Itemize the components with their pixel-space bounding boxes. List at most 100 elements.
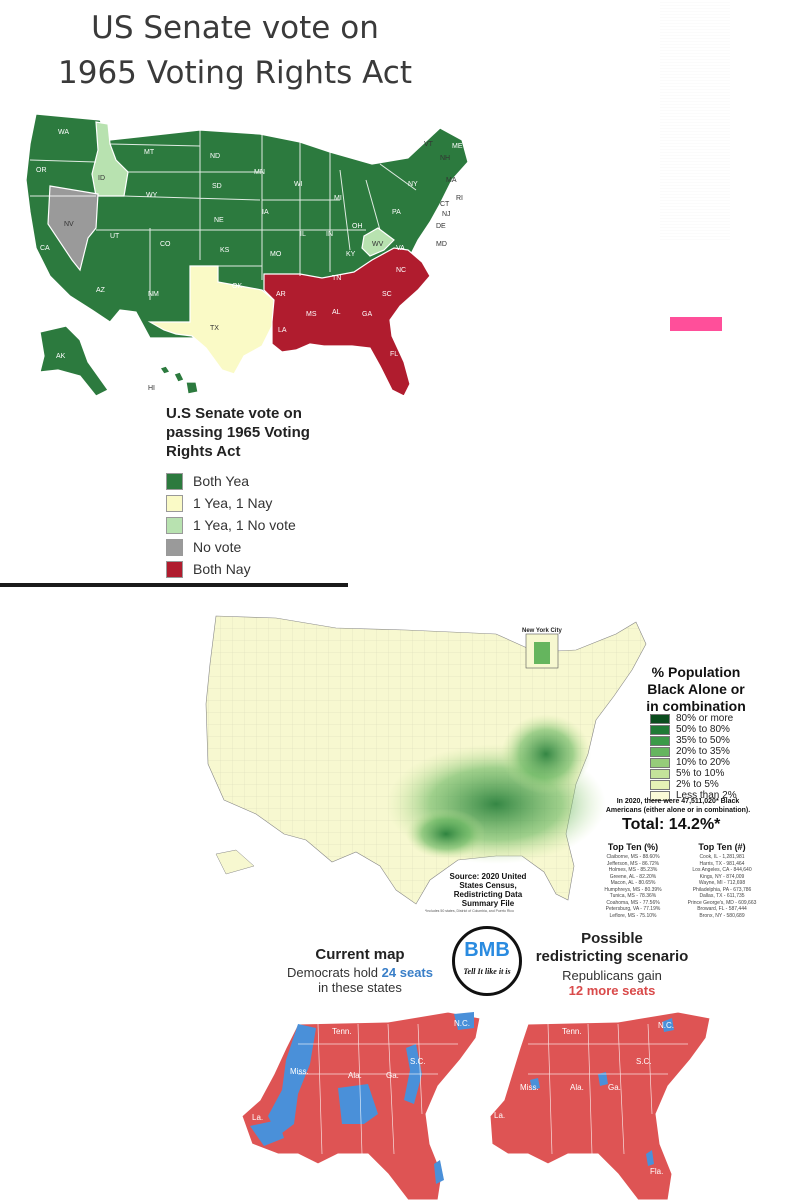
district-lines [298, 1023, 458, 1155]
top-ten-number: Top Ten (#) Cook, IL - 1,281,981 Harris, … [682, 842, 762, 919]
population-note: In 2020, there were 47,511,020* Black Am… [605, 798, 751, 814]
legend-label: Both Nay [193, 561, 251, 577]
state-label: GA [362, 311, 372, 318]
state-label: OH [352, 223, 363, 230]
state-label: OK [232, 283, 242, 290]
scenario-districts-map: Tenn. N.C. S.C. Miss. Ala. Ga. La. Fla. [489, 1011, 711, 1200]
legend-swatch [650, 713, 670, 724]
legend-label: 1 Yea, 1 Nay [193, 495, 273, 511]
state-label: NV [64, 221, 74, 228]
map-label-la: La. [252, 1113, 263, 1122]
legend-item: Both Yea [166, 470, 296, 492]
district-blue-fla [434, 1160, 444, 1184]
state-label: AL [332, 309, 341, 316]
population-footnote: *Includes 50 states, District of Columbi… [425, 909, 514, 913]
population-legend-title: % Population Black Alone or in combinati… [646, 664, 746, 714]
state-label: MI [334, 195, 342, 202]
state-label: WY [146, 192, 158, 199]
bmb-logo-tagline: Tell It like it is [463, 967, 511, 976]
legend-item: 35% to 50% [650, 735, 737, 746]
state-label: TX [210, 325, 219, 332]
nyc-inset-label: New York City [522, 628, 562, 634]
map-label-sc: S.C. [636, 1057, 652, 1066]
bmb-logo: BMB Tell It like it is [452, 926, 522, 996]
senate-vote-legend: Both Yea 1 Yea, 1 Nay 1 Yea, 1 No vote No v… [166, 470, 296, 580]
legend-label: Less than 2% [676, 790, 737, 801]
legend-item: 1 Yea, 1 No vote [166, 514, 296, 536]
legend-swatch [650, 779, 670, 790]
nyc-inset-fill [534, 642, 550, 664]
legend-item: Less than 2% [650, 790, 737, 801]
us-senate-vote-map: WA OR CA ID NV MT WY UT AZ CO NM ND SD N… [25, 113, 469, 397]
state-label: FL [390, 351, 398, 358]
state-label: NH [440, 155, 450, 162]
top-ten-item: Wayne, MI - 712,698 [698, 880, 746, 886]
legend-label: 35% to 50% [676, 735, 730, 746]
top-ten-item: Dallas, TX - 611,735 [699, 893, 745, 899]
legend-item: 2% to 5% [650, 779, 737, 790]
district-blue-nc [662, 1018, 674, 1032]
map-label-tenn: Tenn. [562, 1027, 582, 1036]
southern-both-nay [263, 247, 431, 397]
legend-label: No vote [193, 539, 242, 555]
state-alaska [39, 325, 109, 397]
state-label: OR [36, 167, 47, 174]
current-map-header: Current map Democrats hold 24 seats in t… [270, 946, 450, 995]
state-label: MN [254, 169, 265, 176]
top-ten-item: Leflore, MS - 75.10% [609, 912, 657, 919]
state-label: ME [452, 143, 463, 150]
legend-title: U.S Senate vote on passing 1965 Voting R… [166, 405, 310, 460]
black-population-map: New York City [205, 615, 647, 905]
legend-label: 5% to 10% [676, 768, 725, 779]
legend-label: 1 Yea, 1 No vote [193, 517, 296, 533]
legend-item: 5% to 10% [650, 768, 737, 779]
legend-swatch [650, 757, 670, 768]
state-label: ID [98, 175, 105, 182]
state-label-group: WA OR CA ID NV MT WY UT AZ CO NM ND SD N… [36, 129, 463, 392]
mid-atlantic-density [501, 714, 591, 794]
legend-label: 2% to 5% [676, 779, 719, 790]
state-borders [29, 130, 417, 300]
legend-swatch [650, 724, 670, 735]
state-label: KS [220, 247, 230, 254]
state-label: VT [424, 141, 434, 148]
state-label: AZ [96, 287, 106, 294]
legend-swatch [166, 494, 183, 512]
state-label: IN [326, 231, 333, 238]
state-label: CO [160, 241, 171, 248]
top-ten-item: Humphreys, MS - 80.39% [604, 886, 662, 893]
bmb-logo-text: BMB [464, 939, 510, 961]
top-ten-percent: Top Ten (%) Claiborne, MS - 88.60% Jeffer… [597, 842, 669, 919]
state-label: LA [278, 327, 287, 334]
top-ten-item: Kings, NY - 874,009 [699, 873, 745, 880]
legend-swatch [166, 516, 183, 534]
state-label: WA [58, 129, 69, 136]
delta-density [406, 809, 486, 859]
state-label: CT [440, 201, 450, 208]
legend-item: 20% to 35% [650, 746, 737, 757]
state-label: AK [56, 353, 66, 360]
top-ten-item: Cook, IL - 1,281,981 [699, 854, 745, 860]
legend-swatch [166, 538, 183, 556]
state-label: MS [306, 311, 317, 318]
legend-label: 50% to 80% [676, 724, 730, 735]
top-ten-item: Greene, AL - 82.20% [609, 873, 657, 880]
population-legend: 80% or more 50% to 80% 35% to 50% 20% to 35… [650, 713, 737, 801]
map-label-ala: Ala. [348, 1071, 362, 1080]
alaska-inset [215, 849, 255, 875]
state-label: MT [144, 149, 155, 156]
legend-label: 20% to 35% [676, 746, 730, 757]
panel-divider [0, 583, 348, 587]
legend-swatch [166, 560, 183, 578]
state-label: IL [300, 231, 306, 238]
legend-label: 80% or more [676, 713, 734, 724]
map-label-nc: N.C. [658, 1021, 674, 1030]
top-ten-item: Tunica, MS - 78.36% [609, 893, 657, 899]
state-texas [147, 265, 275, 375]
top-ten-percent-list: Claiborne, MS - 88.60% Jefferson, MS - 86… [597, 854, 669, 919]
state-label: VA [396, 245, 405, 252]
legend-label: 10% to 20% [676, 757, 730, 768]
region-red [489, 1011, 711, 1200]
top-ten-item: Coahoma, MS - 77.56% [606, 899, 660, 906]
legend-swatch [650, 768, 670, 779]
